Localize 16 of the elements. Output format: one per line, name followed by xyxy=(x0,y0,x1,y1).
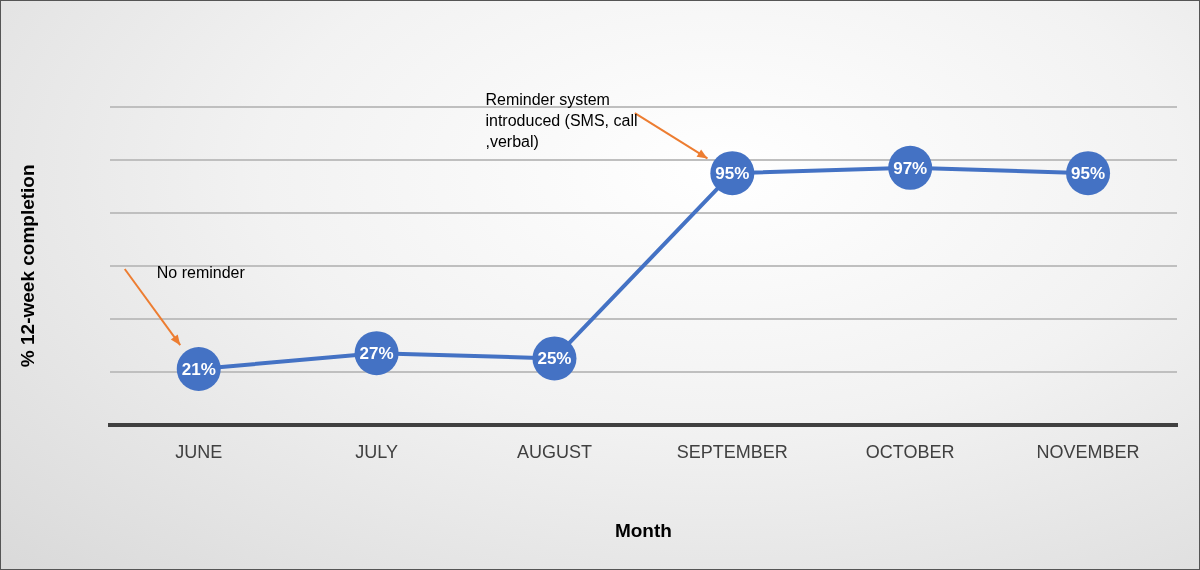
x-tick-label: SEPTEMBER xyxy=(676,442,788,463)
x-axis-title: Month xyxy=(614,519,672,541)
annotation: No reminder xyxy=(156,264,246,282)
y-axis-title: % 12-week completion xyxy=(16,164,38,368)
data-label: 25% xyxy=(537,349,572,369)
data-label: 95% xyxy=(715,163,750,183)
x-tick-label: JUNE xyxy=(175,442,223,463)
x-tick-label: AUGUST xyxy=(516,442,592,463)
annotation: Reminder system introduced (SMS, call ,verbal) xyxy=(485,91,638,151)
data-label: 21% xyxy=(181,359,216,379)
data-label: 95% xyxy=(1071,163,1106,183)
data-label: 27% xyxy=(359,343,394,363)
x-tick-label: NOVEMBER xyxy=(1036,442,1140,463)
data-label: 97% xyxy=(893,158,928,178)
x-tick-label: JULY xyxy=(355,442,398,463)
x-tick-label: OCTOBER xyxy=(865,442,955,463)
